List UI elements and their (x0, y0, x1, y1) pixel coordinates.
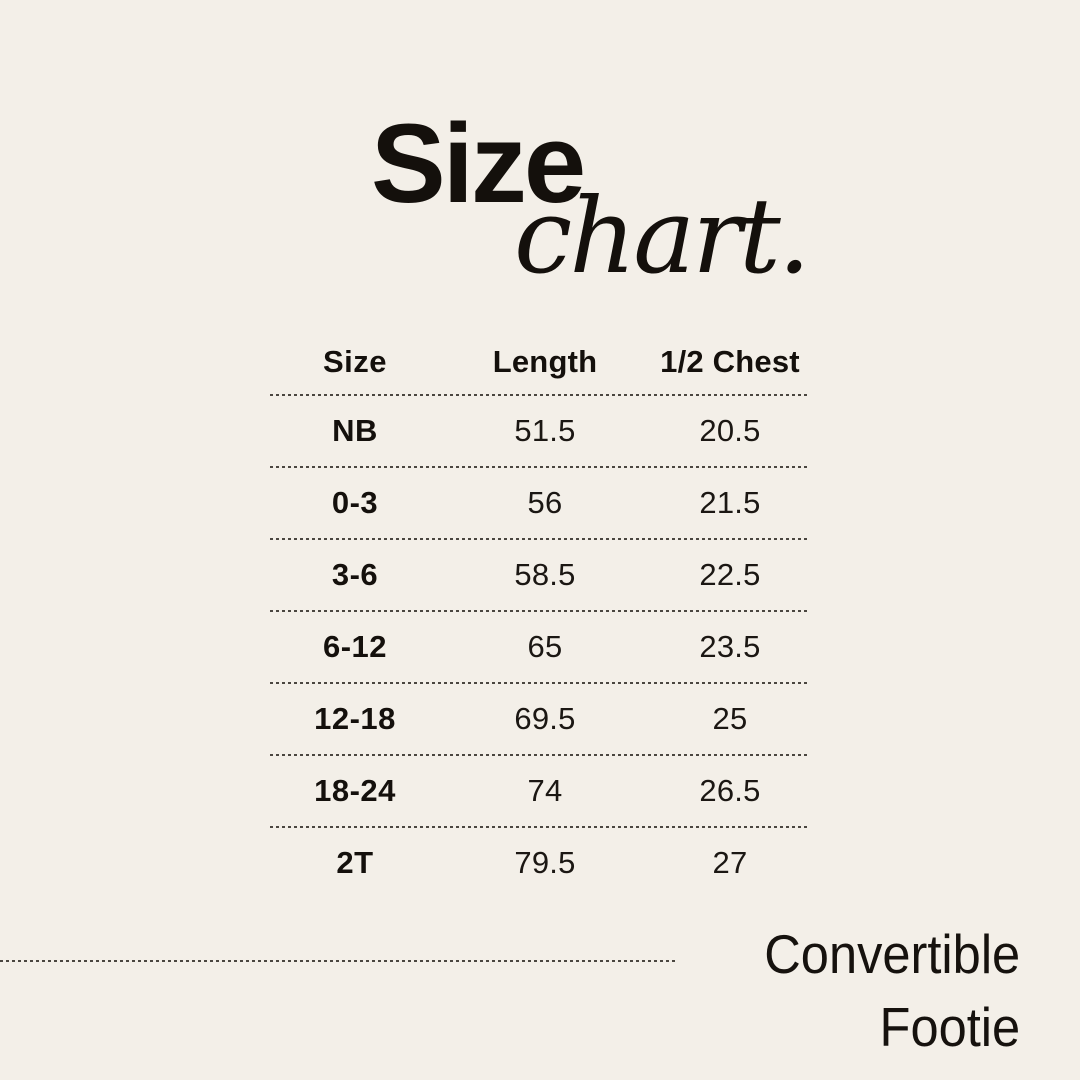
cell-length: 69.5 (514, 701, 576, 736)
cell-chest: 21.5 (699, 485, 761, 520)
table-row-18-24: 18-24 74 26.5 (270, 756, 810, 826)
table-row-3-6: 3-6 58.5 22.5 (270, 540, 810, 610)
row-divider (270, 610, 810, 612)
cell-size: 0-3 (331, 485, 379, 520)
cell-length: 65 (527, 629, 563, 664)
cell-size: 3-6 (331, 557, 379, 592)
cell-length: 56 (527, 485, 563, 520)
cell-length: 79.5 (514, 845, 576, 880)
table-row-nb: NB 51.5 20.5 (270, 396, 810, 466)
cell-size: NB (332, 413, 378, 448)
size-table: Size Length 1/2 Chest NB 51.5 20.5 0-3 5… (270, 330, 810, 898)
cell-chest: 25 (712, 701, 748, 736)
cell-chest: 26.5 (699, 773, 761, 808)
row-divider (270, 538, 810, 540)
row-divider (270, 826, 810, 828)
table-row-6-12: 6-12 65 23.5 (270, 612, 810, 682)
row-divider (270, 466, 810, 468)
product-name-line2: Footie (879, 996, 1020, 1058)
page-title-script: chart. (514, 175, 811, 297)
row-divider (270, 682, 810, 684)
cell-size: 2T (336, 845, 374, 880)
footer-divider-line (0, 960, 676, 962)
table-row-12-18: 12-18 69.5 25 (270, 684, 810, 754)
cell-chest: 23.5 (699, 629, 761, 664)
product-name-line1: Convertible (764, 923, 1020, 985)
header-cell-chest: 1/2 Chest (660, 344, 800, 379)
cell-size: 18-24 (314, 773, 396, 808)
table-header-row: Size Length 1/2 Chest (270, 330, 810, 394)
cell-size: 12-18 (314, 701, 396, 736)
cell-length: 51.5 (514, 413, 576, 448)
row-divider (270, 754, 810, 756)
cell-length: 74 (527, 773, 563, 808)
table-row-2t: 2T 79.5 27 (270, 828, 810, 898)
header-cell-length: Length (492, 344, 598, 379)
row-divider (270, 394, 810, 396)
cell-chest: 20.5 (699, 413, 761, 448)
cell-chest: 27 (712, 845, 748, 880)
page-title: Size (371, 101, 586, 226)
product-name: Convertible Footie (764, 918, 1020, 1064)
cell-chest: 22.5 (699, 557, 761, 592)
cell-length: 58.5 (514, 557, 576, 592)
table-row-0-3: 0-3 56 21.5 (270, 468, 810, 538)
header-cell-size: Size (322, 344, 388, 379)
cell-size: 6-12 (322, 629, 388, 664)
